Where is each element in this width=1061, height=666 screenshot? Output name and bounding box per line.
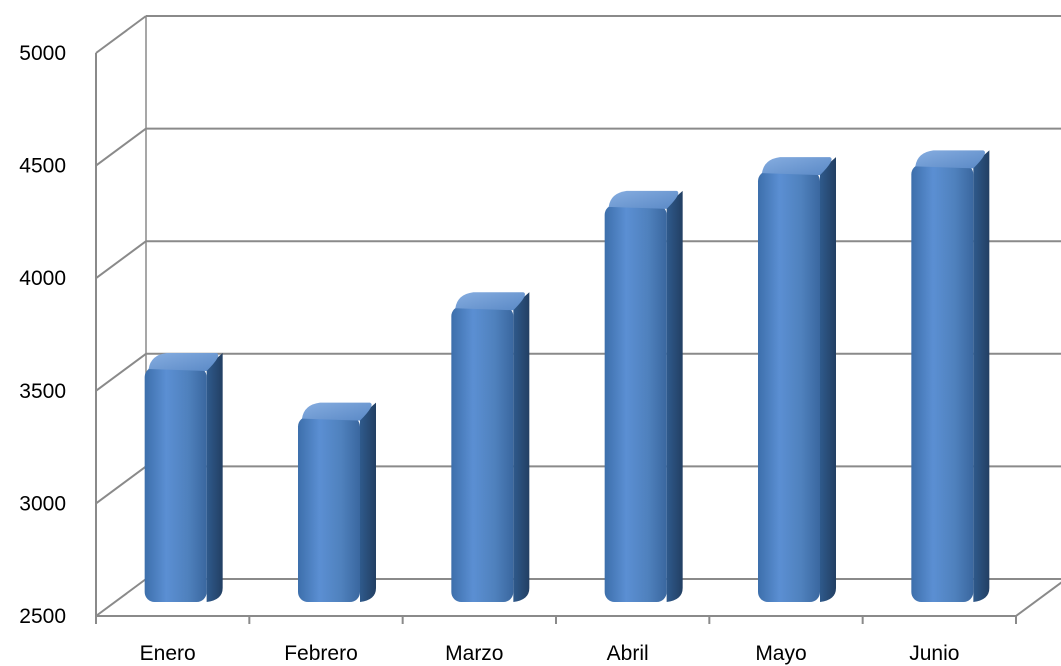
- bar: [298, 402, 376, 602]
- bar-side-face: [666, 190, 683, 602]
- bar-side-face: [360, 402, 376, 602]
- bar-top-face: [455, 292, 525, 311]
- gridline-side: [95, 240, 147, 280]
- bar-top-face: [608, 190, 679, 209]
- bar-side-face: [206, 353, 223, 602]
- labels: 2500 3000 3500 4000 4500 5000 Enero Febrero Marz…: [19, 42, 959, 665]
- y-tick-label: 3000: [19, 492, 66, 515]
- bar-side-face: [973, 150, 990, 602]
- x-category-label: Abril: [607, 642, 649, 665]
- gridline-side: [95, 127, 147, 167]
- bar-front-face: [758, 171, 820, 602]
- bar: [451, 292, 530, 602]
- x-category-label: Enero: [140, 642, 196, 665]
- bar-top-face: [302, 402, 372, 421]
- y-tick-label: 3500: [19, 380, 66, 403]
- x-category-label: Mayo: [755, 642, 806, 665]
- bar-top-face: [915, 150, 985, 169]
- bar: [911, 150, 990, 602]
- bar-front-face: [144, 367, 207, 602]
- bar-front-face: [451, 306, 514, 602]
- x-category-label: Marzo: [445, 642, 503, 665]
- y-tick-label: 5000: [19, 42, 66, 65]
- bar: [604, 190, 683, 602]
- floor-right-edge: [1015, 581, 1061, 617]
- bar: [758, 157, 836, 602]
- gridline-side: [95, 352, 147, 392]
- x-category-label: Junio: [909, 642, 959, 665]
- y-tick-label: 4000: [19, 267, 66, 290]
- bar-side-face: [820, 157, 836, 602]
- y-tick-label: 4500: [19, 155, 66, 178]
- x-category-label: Febrero: [284, 642, 358, 665]
- bars: [144, 150, 990, 602]
- gridline-side: [95, 15, 147, 54]
- bar-top-face: [148, 353, 219, 372]
- bar-front-face: [298, 416, 360, 602]
- bar-side-face: [513, 292, 530, 602]
- bar-top-face: [762, 157, 832, 176]
- gridline-side: [95, 465, 147, 505]
- bar-front-face: [911, 164, 974, 602]
- bar: [144, 353, 223, 602]
- y-tick-label: 2500: [19, 605, 66, 628]
- bar-front-face: [604, 204, 667, 602]
- gridline-side: [95, 578, 147, 617]
